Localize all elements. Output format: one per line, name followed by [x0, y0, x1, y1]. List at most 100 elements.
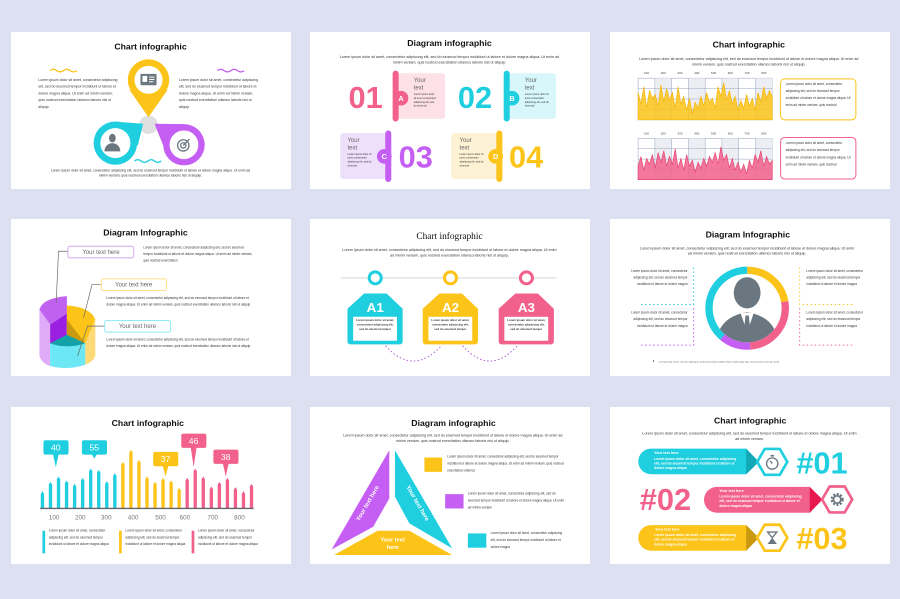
callout-pointer: [162, 465, 169, 477]
callout-label: 40: [51, 443, 61, 453]
businessman-icon: [104, 133, 121, 152]
x-tick-label: 300: [678, 131, 683, 135]
callout-box: [213, 449, 239, 464]
right-text: Lorem ipsum dolor sit amet, consectetur …: [178, 77, 259, 110]
step-label: A2: [442, 300, 459, 315]
slide-diagram-infographic-numbers[interactable]: Diagram infographic Lorem ipsum dolor si…: [310, 32, 590, 189]
dotted-connector: [385, 345, 442, 362]
x-tick-label: 800: [234, 514, 245, 521]
slide-title: Diagram infographic: [411, 418, 496, 428]
x-tick-label: 400: [128, 514, 139, 521]
bar: [209, 486, 213, 509]
legend-bar-yellow: [119, 530, 122, 554]
left-text: Lorem ipsum dolor sit amet, consectetur …: [38, 77, 118, 110]
bar: [193, 468, 197, 509]
intro-text: Lorem ipsum dolor sit amet, consectetur …: [642, 431, 857, 441]
slide-title: Diagram Infographic: [103, 228, 188, 238]
wave-decoration: [49, 68, 78, 73]
step-label: A1: [367, 300, 385, 315]
x-tick-label: 600: [728, 71, 733, 75]
value-callouts: 40 55 37 46 38: [43, 433, 239, 477]
item-heading: Your: [525, 78, 537, 84]
item-number: 01: [348, 80, 382, 115]
yellow-pin: [127, 59, 170, 118]
row-number: #01: [796, 446, 847, 481]
label-text: Your text here: [82, 250, 120, 256]
label-text: Your text here: [119, 324, 157, 330]
text-box-yellow: [780, 78, 857, 121]
cyan-pin: [93, 121, 144, 165]
leader-line: [55, 250, 68, 303]
area-series: [637, 146, 773, 181]
bar: [129, 449, 133, 509]
x-tick-label: 800: [761, 131, 766, 135]
gear-icon: [830, 492, 844, 506]
item-04: D Your text Lorem ipsum dolor sit amet c…: [451, 130, 543, 183]
slide-chart-infographic-area[interactable]: Chart infographic Lorem ipsum dolor sit …: [610, 32, 890, 189]
item-heading: text: [460, 145, 470, 151]
x-tick-label: 800: [761, 71, 766, 75]
bar: [185, 477, 189, 509]
bar: [153, 481, 157, 509]
bar: [241, 491, 246, 509]
x-tick-label: 700: [745, 71, 750, 75]
bar: [40, 491, 45, 509]
x-tick-label: 600: [180, 514, 191, 521]
x-tick-label: 600: [728, 131, 733, 135]
row-02: #02 Your text here Lorem ipsum dolor sit…: [640, 482, 854, 517]
segment-label: Your text here: [380, 536, 405, 551]
legend-square-yellow: [424, 457, 443, 472]
row-01: Your text here Lorem ipsum dolor sit ame…: [638, 446, 848, 481]
x-tick-label: 500: [711, 71, 716, 75]
item-number: 04: [509, 139, 543, 174]
row-heading: Your text here: [654, 451, 678, 455]
leader-line: [83, 284, 102, 318]
x-tick-label: 400: [694, 131, 699, 135]
intro-text: Lorem ipsum dolor sit amet, consectetur …: [339, 54, 560, 65]
x-tick-label: 700: [745, 131, 750, 135]
row-heading: Your text here: [719, 489, 743, 493]
callout-box: [153, 451, 179, 467]
bar: [177, 487, 181, 509]
x-tick-label: 100: [49, 514, 60, 521]
callout-label: 55: [89, 443, 99, 453]
slide-chart-infographic-bars[interactable]: Chart infographic 100 200 300 400 500 600 700 8…: [11, 407, 291, 564]
slide-chart-infographic-pins[interactable]: Chart infographic Lorem ipsum dolor sit …: [11, 32, 291, 189]
slide-title: Chart infographic: [114, 41, 187, 51]
bar: [201, 476, 205, 509]
bar: [80, 477, 85, 509]
box-text: Lorem ipsum dolor sit amet, consectetur …: [785, 141, 851, 167]
row-text: Lorem ipsum dolor sit amet, consectetur …: [719, 494, 802, 508]
item-heading: Your: [414, 78, 426, 84]
x-axis-ticks: 100 200 300 400 500 600 700 800: [49, 514, 245, 521]
callout-pointer: [52, 453, 59, 468]
slide-chart-infographic-hexagons[interactable]: Chart infographic Lorem ipsum dolor sit …: [610, 407, 890, 564]
bar: [169, 480, 173, 509]
donut-segment-pink: [705, 266, 789, 350]
slide-title: Diagram Infographic: [706, 230, 791, 240]
area-series: [637, 82, 773, 121]
item-letter: A: [398, 94, 404, 103]
x-tick-label: 100: [644, 131, 649, 135]
x-tick-label: 100: [644, 71, 649, 75]
row-number: #03: [796, 521, 847, 556]
description-text: Lorem ipsum dolor sit amet, consectetur …: [106, 296, 252, 307]
slide-diagram-infographic-triangle[interactable]: Diagram infographic Lorem ipsum dolor si…: [310, 407, 590, 564]
callout-pointer: [222, 462, 229, 477]
callout-pointer: [190, 446, 197, 468]
description-text: Lorem ipsum dolor sit amet, consectetur …: [106, 337, 252, 349]
legend-text: Lorem ipsum dolor sit amet, consectetur …: [125, 529, 186, 546]
label-text: Your text here: [115, 283, 153, 289]
callout-label: 38: [221, 452, 231, 462]
slide-diagram-infographic-cylinder[interactable]: Diagram Infographic Your text here Your …: [11, 219, 291, 376]
bar: [97, 469, 101, 509]
callout-label: 37: [161, 454, 171, 464]
x-tick-label: 300: [101, 514, 112, 521]
step-a1: A1 Lorem ipsum dolor sit amet, consectet…: [347, 270, 403, 345]
x-tick-label: 400: [694, 71, 699, 75]
bar: [56, 476, 61, 509]
slide-chart-infographic-steps[interactable]: Chart infographic Lorem ipsum dolor sit …: [310, 219, 590, 376]
item-01: 01 A Your text Lorem ipsum dolor sit ame…: [348, 70, 446, 122]
slide-diagram-infographic-donut[interactable]: Diagram Infographic Lorem ipsum dolor si…: [610, 219, 890, 376]
row-heading: Your text here: [655, 527, 679, 531]
